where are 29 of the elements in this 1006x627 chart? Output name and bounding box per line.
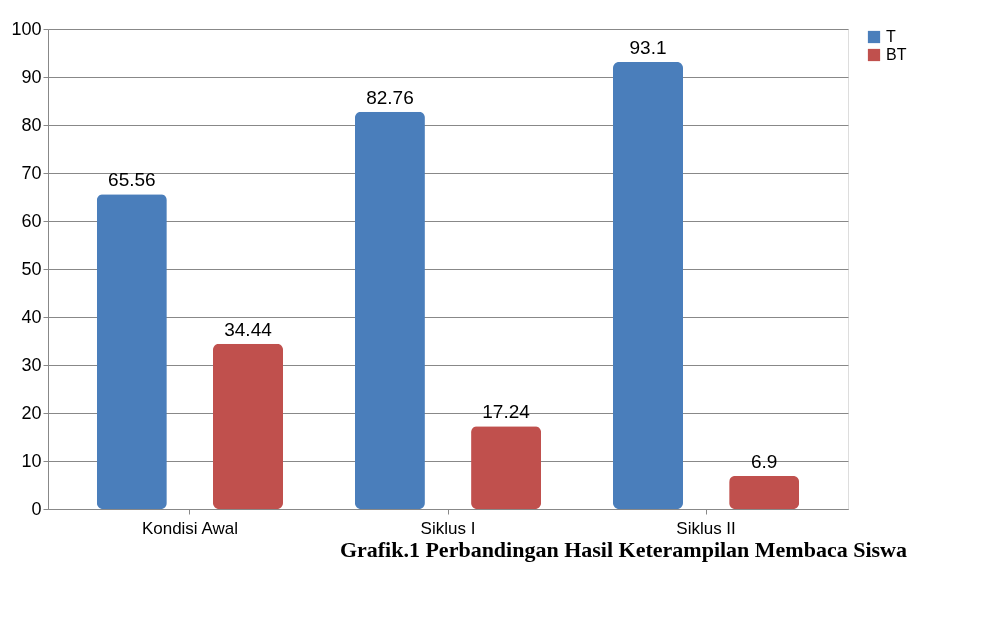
text: Grafik.1 Perbandingan Hasil Keterampilan Membaca Siswa — [339, 537, 907, 562]
y-tick-label: 100 — [11, 18, 42, 39]
y-tick-label: 0 — [31, 498, 42, 519]
data-label: 34.44 — [224, 318, 273, 340]
bar — [729, 475, 800, 509]
data-label: 65.56 — [108, 169, 156, 191]
y-tick-label: 60 — [21, 210, 42, 231]
y-tick-label: 10 — [21, 450, 42, 471]
data-label: 82.76 — [366, 86, 414, 108]
x-tick-label: Siklus II — [676, 518, 736, 538]
y-tick-label: 50 — [21, 258, 42, 279]
y-tick-label: 20 — [21, 402, 42, 423]
x-tick-label: Kondisi Awal — [141, 518, 238, 538]
data-label: 17.24 — [482, 401, 531, 423]
y-tick-label: 30 — [21, 354, 42, 375]
bar — [613, 62, 683, 509]
data-label: 93.1 — [629, 37, 667, 59]
bar — [96, 194, 167, 509]
data-label: 6.9 — [750, 450, 778, 472]
y-tick-label: 90 — [21, 66, 42, 87]
legend-label: BT — [886, 46, 907, 63]
legend-label: T — [886, 28, 896, 45]
bar — [354, 111, 425, 509]
x-tick-label: Siklus I — [420, 518, 476, 538]
bar — [213, 343, 283, 509]
bar — [471, 426, 542, 509]
y-tick-label: 70 — [21, 162, 42, 183]
y-tick-label: 40 — [21, 306, 42, 327]
y-tick-label: 80 — [21, 114, 42, 135]
